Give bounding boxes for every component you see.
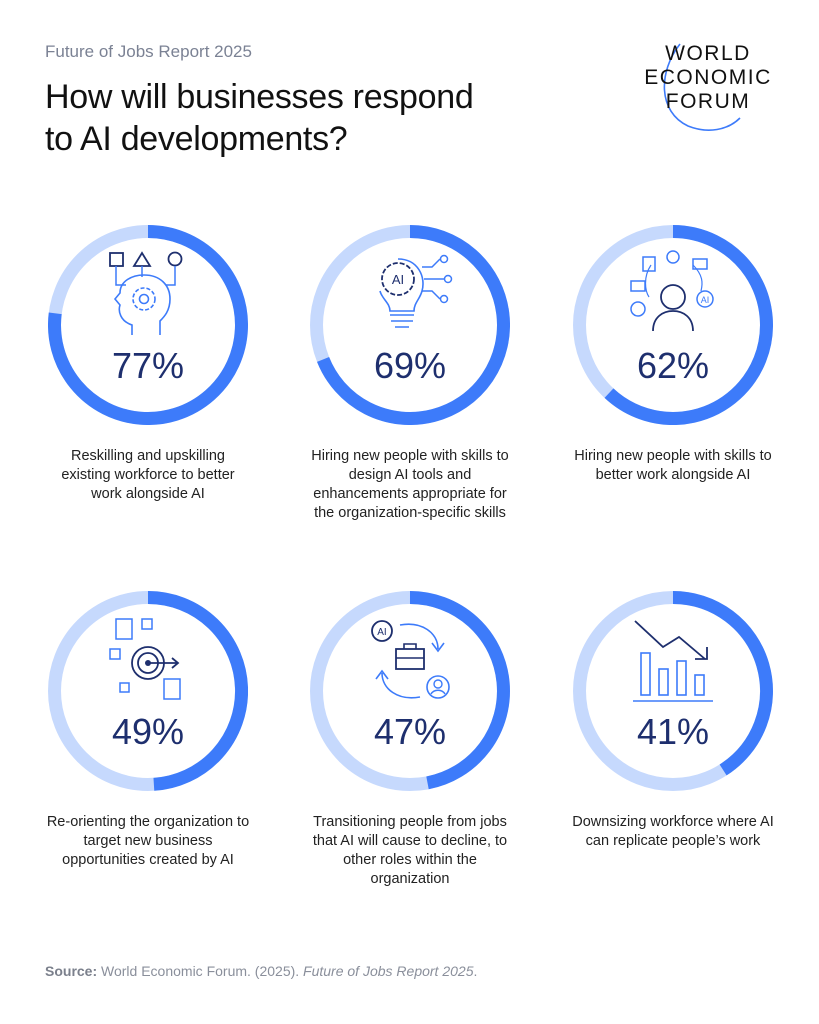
ai-lightbulb-icon: AI — [379, 254, 453, 328]
svg-text:AI: AI — [377, 627, 386, 638]
donut-label: Hiring new people with skills to better … — [574, 448, 772, 483]
donut-label: Hiring new people with skills to design … — [311, 448, 509, 521]
title-line: How will businesses respond — [45, 78, 474, 116]
donut-segment — [317, 225, 510, 425]
title-line: to AI developments? — [45, 120, 348, 158]
ai-briefcase-cycle-icon: AI — [371, 620, 450, 699]
source-title: Future of Jobs Report 2025 — [303, 963, 474, 979]
svg-text:AI: AI — [392, 272, 404, 287]
donut-chart — [48, 591, 248, 791]
page-title: How will businesses respond to AI develo… — [45, 76, 474, 160]
percent-value: 77% — [111, 345, 185, 386]
report-subtitle: Future of Jobs Report 2025 — [45, 42, 252, 61]
source-end: . — [473, 963, 478, 979]
donut-segment — [409, 591, 510, 790]
logo-line: ECONOMIC — [644, 66, 772, 89]
donut-label: Reskilling and upskilling existing workf… — [61, 448, 235, 502]
donut-chart — [573, 591, 773, 791]
percent-value: 62% — [636, 345, 710, 386]
donut-chart — [310, 591, 510, 791]
percent-value: 47% — [373, 711, 447, 752]
donut-chart — [48, 225, 248, 425]
source-label: Source: — [45, 963, 98, 979]
svg-text:AI: AI — [701, 295, 710, 305]
logo-arc — [663, 43, 741, 131]
percent-value: 41% — [636, 711, 710, 752]
source-text: World Economic Forum. (2025). — [101, 963, 304, 979]
donut-chart — [573, 225, 773, 425]
source-note: Source: World Economic Forum. (2025). Fu… — [45, 963, 477, 979]
declining-bar-chart-icon — [633, 620, 713, 702]
head-gear-shapes-icon — [109, 251, 183, 335]
donut-segment — [672, 591, 773, 776]
donut-segment — [147, 591, 248, 791]
wef-logo: WORLD ECONOMIC FORUM — [628, 42, 788, 132]
logo-line: WORLD — [665, 42, 751, 65]
target-documents-icon — [109, 618, 181, 700]
donut-label: Transitioning people from jobs that AI w… — [312, 814, 508, 887]
donut-label: Re-orienting the organization to target … — [46, 814, 250, 868]
donut-segment — [48, 225, 248, 425]
donut-chart — [310, 225, 510, 425]
percent-value: 69% — [373, 345, 447, 386]
donut-label: Downsizing workforce where AI can replic… — [572, 814, 774, 849]
logo-line: FORUM — [665, 90, 751, 113]
percent-value: 49% — [111, 711, 185, 752]
person-ai-network-icon: AI — [630, 250, 714, 332]
donut-segment — [604, 225, 773, 425]
